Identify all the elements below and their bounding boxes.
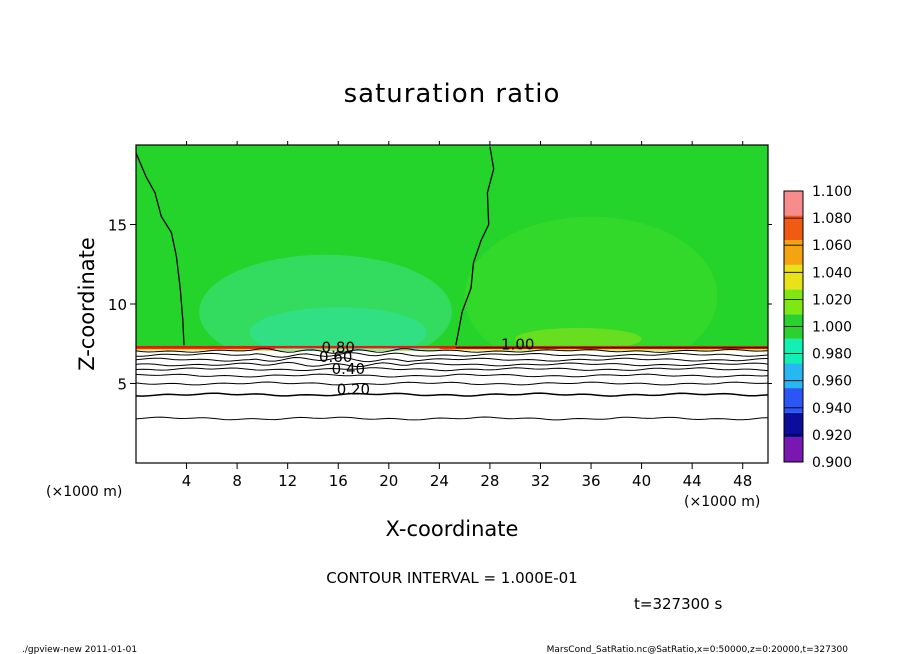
x-axis: 4 8 12 16 20 24 28 32 36 40 44 48 xyxy=(182,141,752,490)
y-axis-label: Z-coordinate xyxy=(75,237,99,371)
colorbar-swatch xyxy=(784,215,803,241)
x-tick-label: 40 xyxy=(632,472,651,490)
colorbar-swatch xyxy=(784,338,803,364)
x-tick-label: 16 xyxy=(329,472,348,490)
y-tick-label: 15 xyxy=(108,217,127,235)
colorbar-label: 1.060 xyxy=(812,238,852,254)
contour-line-0.6 xyxy=(135,361,769,368)
colorbar-label: 1.040 xyxy=(812,265,852,281)
contour-line-1.00-2 xyxy=(455,146,495,346)
x-tick-label: 32 xyxy=(531,472,550,490)
contour-lines xyxy=(135,146,769,421)
colorbar-label: 1.080 xyxy=(812,211,852,227)
colorbar-swatch xyxy=(784,264,803,290)
colorbar-label: 1.100 xyxy=(812,184,852,200)
x-axis-label: X-coordinate xyxy=(386,517,519,541)
contour-line-0.9 xyxy=(135,348,769,354)
x-tick-label: 20 xyxy=(379,472,398,490)
contour-line-0.8 xyxy=(136,352,769,358)
footer-right: MarsCond_SatRatio.nc@SatRatio,x=0:50000,… xyxy=(547,645,849,654)
x-tick-label: 12 xyxy=(278,472,297,490)
colorbar-swatch xyxy=(784,240,803,265)
colorbar-label: 1.000 xyxy=(812,320,852,336)
y-tick-label: 5 xyxy=(117,376,127,394)
x-tick-label: 28 xyxy=(480,472,499,490)
colorbar-label: 0.900 xyxy=(812,455,852,471)
colorbar-swatch xyxy=(784,412,803,438)
contour-line-0.7 xyxy=(135,356,769,363)
x-tick-label: 48 xyxy=(733,472,752,490)
time-stamp: t=327300 s xyxy=(634,595,722,613)
saturation-field-variation xyxy=(199,216,718,376)
colorbar-swatch xyxy=(784,191,803,216)
colorbar-swatch xyxy=(784,437,803,462)
y-tick-label: 10 xyxy=(108,296,127,314)
y-unit-label: (×1000 m) xyxy=(46,484,122,500)
y-axis: 5 10 15 xyxy=(108,217,772,394)
contour-line-0.5 xyxy=(135,367,769,372)
contour-line-1.00-1 xyxy=(135,152,185,346)
plot-area: 1.00 0.800.600.40 0.20 xyxy=(135,144,769,464)
contour-label: 1.00 xyxy=(501,335,534,353)
x-tick-label: 24 xyxy=(430,472,449,490)
contour-label: 0.80 xyxy=(322,338,355,356)
colorbar-label: 0.960 xyxy=(812,374,852,390)
colorbar-label: 0.940 xyxy=(812,401,852,417)
x-tick-label: 44 xyxy=(683,472,702,490)
contour-label: 0.20 xyxy=(337,381,370,399)
field-blob-0 xyxy=(199,254,452,370)
colorbar-swatch xyxy=(784,289,803,315)
colorbar: 0.900 0.920 0.940 0.960 0.980 1.000 1.020 1.040… xyxy=(783,184,852,471)
contour-line-0.3 xyxy=(135,381,769,386)
colorbar-label: 0.980 xyxy=(812,347,852,363)
contour-labels: 1.00 0.800.600.40 0.20 xyxy=(319,335,534,398)
contour-label: 0.60 xyxy=(319,348,352,366)
field-blob-1 xyxy=(249,307,427,359)
contour-line-0.1 xyxy=(135,416,769,421)
x-unit-label: (×1000 m) xyxy=(684,494,760,510)
x-tick-label: 36 xyxy=(581,472,600,490)
saturation-field-lower xyxy=(136,350,768,463)
x-tick-label: 8 xyxy=(232,472,242,490)
x-tick-label: 4 xyxy=(182,472,192,490)
contour-line-0.4 xyxy=(135,373,769,378)
contour-label: 0.40 xyxy=(332,360,365,378)
field-blob-3 xyxy=(515,327,642,351)
contour-line-0.2 xyxy=(135,392,769,397)
colorbar-swatch xyxy=(784,363,803,389)
chart-title: saturation ratio xyxy=(344,79,561,109)
colorbar-label: 0.920 xyxy=(812,428,852,444)
colorbar-label: 1.020 xyxy=(812,292,852,308)
colorbar-swatch xyxy=(784,388,803,413)
boundary-band-red xyxy=(136,345,768,349)
footer-left: ./gpview-new 2011-01-01 xyxy=(22,645,137,654)
contour-interval-note: CONTOUR INTERVAL = 1.000E-01 xyxy=(326,569,577,587)
boundary-band-yellow xyxy=(136,348,768,351)
